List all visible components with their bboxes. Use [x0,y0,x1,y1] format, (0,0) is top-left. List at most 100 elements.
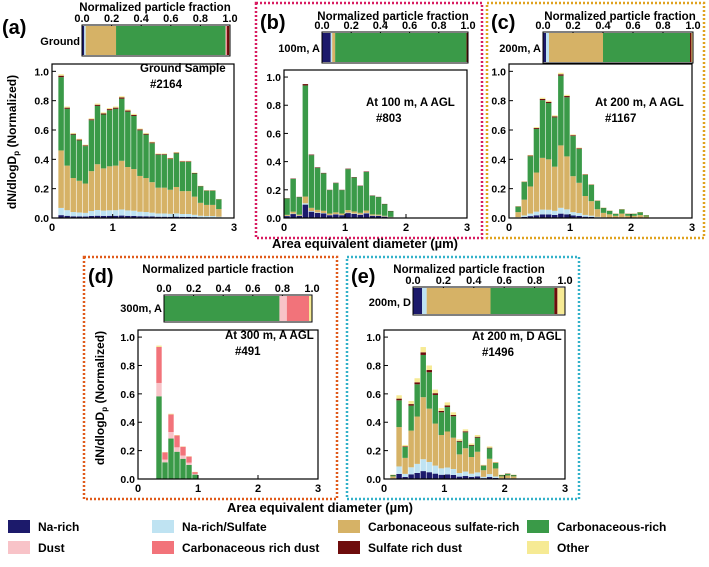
bar-segment-carbonaceous-sulfate-rich [210,205,215,216]
bar-segment-carbonaceous-rich [619,209,625,213]
bar-segment-carbonaceous-rich [607,211,613,215]
bar-segment-carbonaceous-rich [107,110,112,166]
fraction-tick-label: 0.8 [193,13,208,25]
ylabel-main: dN/dlogD [5,155,19,209]
bar-segment-na-rich [309,212,315,218]
bar-segment-na-rich-sulfate [58,208,63,215]
bar-segment-carbonaceous-rich [558,76,564,146]
bar-segment-sulfate-rich-dust [475,437,480,438]
bar-segment-carbonaceous-rich [156,396,161,479]
bar-segment-carbonaceous-rich-dust [192,472,197,474]
bar-segment-carbonaceous-sulfate-rich [619,214,625,218]
fraction-segment [690,33,692,62]
bar-segment-carbonaceous-sulfate-rich [321,211,327,213]
legend-swatch [152,541,174,554]
bar-segment-carbonaceous-sulfate-rich [475,452,480,473]
fraction-segment [116,26,226,55]
bar-segment-carbonaceous-rich [119,99,124,161]
fraction-tick-label: 0.8 [527,275,542,287]
bar-segment-na-rich [558,214,564,218]
bar-segment-sulfate-rich-dust [95,105,100,106]
bar-segment-sulfate-rich-dust [309,155,315,156]
bar-segment-sulfate-rich-dust [303,84,309,85]
bar-segment-carbonaceous-rich-dust [180,447,185,456]
panel-annotation-count: #2164 [150,79,183,91]
bar-segment-carbonaceous-sulfate-rich [487,459,492,474]
fraction-tick-label: 0.6 [402,20,417,32]
bar-segment-na-rich-sulfate [137,212,142,216]
bar-segment-carbonaceous-rich-dust [168,414,173,432]
bar-segment-other [168,414,173,415]
legend-label: Dust [38,541,65,555]
bar-segment-carbonaceous-rich [290,179,296,212]
bar-segment-na-rich-sulfate [89,211,94,216]
bar-segment-carbonaceous-sulfate-rich [463,448,468,471]
bar-segment-na-rich [364,213,370,218]
ylabel-main-d: dN/dlogD [93,411,107,465]
panel-annotation-title: At 300 m, A AGL [225,330,314,342]
fraction-tick-label: 0.2 [186,283,201,295]
bar-segment-carbonaceous-rich [186,162,191,191]
bar-segment-sulfate-rich-dust [396,399,401,401]
bar-segment-carbonaceous-sulfate-rich [137,176,142,212]
fraction-tick-label: 0.8 [655,20,670,32]
bar-segment-carbonaceous-rich [570,136,576,176]
bar-segment-sulfate-rich-dust [107,109,112,110]
bar-segment-na-rich-sulfate [583,215,589,217]
bar-segment-sulfate-rich-dust [402,446,407,447]
fraction-segment [227,26,229,55]
bar-segment-carbonaceous-sulfate-rich [493,468,498,476]
bar-segment-carbonaceous-sulfate-rich [162,188,167,214]
bar-segment-other [107,108,112,109]
fraction-segment [226,26,227,55]
bar-segment-sulfate-rich-dust [186,161,191,162]
bar-segment-carbonaceous-sulfate-rich [546,159,552,209]
x-tick-label: 2 [403,222,409,234]
bar-segment-other [576,148,582,149]
bar-segment-other [168,158,173,159]
bar-segment-carbonaceous-rich [192,475,197,479]
bar-segment-carbonaceous-sulfate-rich [77,181,82,213]
bar-segment-na-rich-sulfate [570,212,576,215]
fraction-tick-label: 0.2 [436,275,451,287]
y-tick-label: 1.0 [266,72,281,84]
bar-segment-carbonaceous-sulfate-rich [89,171,94,211]
fraction-tick-label: 0.0 [74,13,89,25]
bar-segment-sulfate-rich-dust [162,154,167,155]
bar-segment-other [143,133,148,134]
panel-annotation-count: #491 [235,346,261,358]
bar-segment-carbonaceous-rich [528,156,534,186]
bar-segment-sulfate-rich-dust [439,411,444,412]
bar-segment-carbonaceous-sulfate-rich [333,212,339,214]
y-tick-label: 1.0 [366,332,381,344]
bar-segment-other [58,74,63,75]
bar-segment-na-rich-sulfate [192,215,197,217]
bar-segment-carbonaceous-rich [481,466,486,471]
fraction-tick-label: 1.0 [304,283,319,295]
bar-segment-na-rich-sulfate [210,216,215,217]
fraction-segment [226,26,227,55]
fraction-tick-label: 0.4 [134,13,150,25]
bar-segment-carbonaceous-sulfate-rich [370,214,376,215]
bar-segment-carbonaceous-rich [576,149,582,183]
fraction-tick-label: 1.0 [222,13,237,25]
bar-segment-na-rich-sulfate [427,462,432,472]
bar-segment-carbonaceous-rich [125,112,130,167]
bar-segment-carbonaceous-sulfate-rich [174,187,179,213]
bar-segment-carbonaceous-rich [439,412,444,435]
legend-item: Na-rich [8,520,79,534]
fraction-segment [164,296,279,321]
bar-segment-carbonaceous-rich [131,116,136,169]
legend-swatch [338,541,360,554]
legend-label: Na-rich/Sulfate [182,520,267,534]
bar-segment-na-rich-sulfate [493,476,498,478]
bar-segment-sulfate-rich-dust [71,134,76,135]
bar-segment-sulfate-rich-dust [576,148,582,149]
x-tick-label: 2 [255,483,261,495]
panel-a-letter: (a) [2,17,26,39]
fraction-segment [335,33,466,62]
bar-segment-other [125,109,130,110]
bar-segment-na-rich-sulfate [414,464,419,473]
fraction-row-label: Ground [40,36,80,48]
